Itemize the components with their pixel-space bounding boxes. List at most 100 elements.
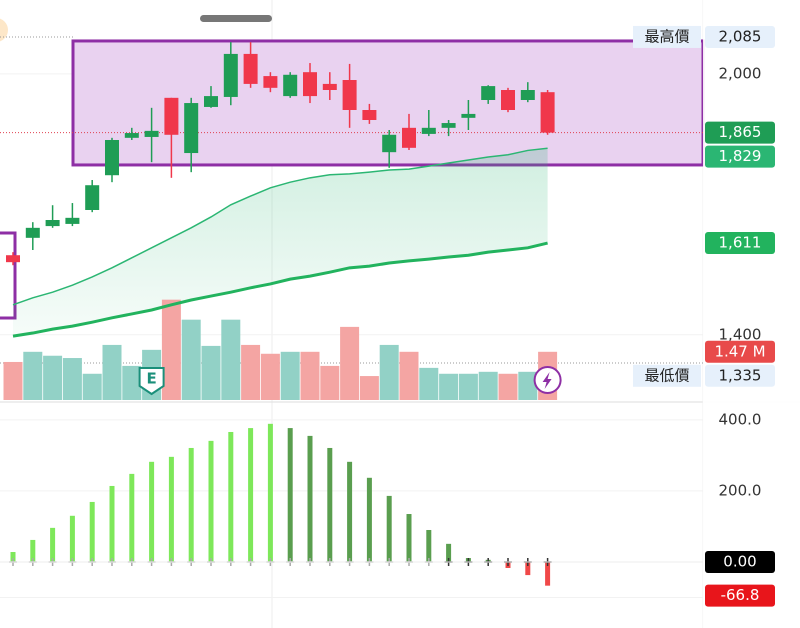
candle-body bbox=[421, 127, 436, 134]
price-label: 2,085 bbox=[719, 27, 762, 45]
axis-bg bbox=[703, 0, 800, 628]
macd-bar bbox=[287, 428, 293, 562]
candle-body bbox=[25, 227, 40, 238]
macd-bar bbox=[446, 543, 452, 562]
macd-bar bbox=[149, 461, 155, 562]
candle-body bbox=[342, 80, 357, 110]
volume-bar bbox=[43, 355, 63, 400]
volume-bar bbox=[161, 299, 181, 400]
event-badge[interactable] bbox=[533, 366, 562, 394]
price-label: -66.8 bbox=[721, 586, 760, 604]
drag-handle[interactable] bbox=[200, 15, 272, 22]
volume-bar bbox=[221, 319, 241, 400]
volume-bar bbox=[399, 351, 419, 400]
badge-text: E bbox=[146, 370, 156, 388]
volume-bar bbox=[478, 371, 498, 400]
candle-body bbox=[144, 130, 159, 137]
macd-bar bbox=[89, 501, 95, 562]
macd-bar bbox=[69, 515, 75, 562]
volume-bar bbox=[201, 345, 221, 400]
y-tick-label: 2,000 bbox=[719, 64, 762, 82]
macd-bar bbox=[248, 428, 254, 562]
volume-bar bbox=[181, 319, 201, 400]
price-label: 0.00 bbox=[723, 552, 756, 570]
macd-bar bbox=[208, 440, 214, 562]
volume-bar bbox=[62, 358, 82, 400]
macd-bar bbox=[267, 423, 273, 562]
macd-bar bbox=[168, 456, 174, 562]
price-label-box bbox=[705, 584, 775, 607]
price-label: 1,865 bbox=[719, 123, 762, 141]
candle-body bbox=[124, 133, 139, 138]
candle-body bbox=[303, 72, 317, 97]
badge-icon bbox=[542, 372, 552, 389]
price-label-box bbox=[705, 121, 775, 144]
price-tag: 最高價 bbox=[644, 27, 689, 45]
volume-bar bbox=[359, 376, 379, 400]
macd-bar bbox=[307, 435, 313, 562]
candle-body bbox=[85, 185, 100, 210]
price-label: 1,829 bbox=[719, 147, 762, 165]
macd-bar bbox=[386, 495, 392, 562]
badge-shape bbox=[138, 367, 165, 396]
price-label: 1.47 M bbox=[714, 342, 765, 360]
volume-bar bbox=[122, 365, 142, 400]
volume-bar bbox=[379, 344, 399, 400]
volume-bar bbox=[320, 365, 340, 400]
volume-bar bbox=[518, 371, 538, 400]
macd-bar bbox=[129, 473, 135, 562]
candle-body bbox=[105, 140, 119, 176]
y-tick-label: 400.0 bbox=[719, 410, 762, 428]
volume-bar bbox=[260, 353, 280, 400]
candle-body bbox=[164, 97, 179, 135]
macd-bar bbox=[366, 477, 372, 562]
corner-badge bbox=[0, 18, 8, 42]
volume-bar bbox=[458, 373, 478, 400]
macd-bar bbox=[347, 461, 353, 562]
earnings-badge[interactable]: E bbox=[138, 367, 165, 396]
volume-bar bbox=[419, 367, 439, 400]
candle-body bbox=[362, 110, 377, 120]
volume-bar bbox=[241, 344, 261, 400]
price-label-box bbox=[705, 145, 775, 168]
macd-bar bbox=[109, 485, 115, 562]
candle-body bbox=[520, 90, 535, 100]
candle-body bbox=[6, 255, 20, 263]
macd-bar bbox=[545, 561, 551, 586]
macd-bar bbox=[406, 514, 412, 562]
candle-body bbox=[283, 74, 298, 97]
ma-band bbox=[13, 148, 548, 337]
candle-body bbox=[402, 127, 416, 148]
price-label-box bbox=[705, 25, 775, 48]
price-label: 1,611 bbox=[719, 234, 762, 252]
macd-bar bbox=[426, 529, 432, 562]
candle-body bbox=[204, 96, 218, 107]
price-label-box bbox=[705, 364, 775, 387]
volume-bar bbox=[280, 351, 300, 400]
volume-bar bbox=[3, 361, 23, 400]
candle-body bbox=[441, 123, 456, 128]
price-tag-box bbox=[633, 25, 701, 48]
volume-bar bbox=[82, 373, 102, 400]
macd-bar bbox=[327, 447, 333, 562]
candle-body bbox=[501, 90, 515, 110]
macd-bar bbox=[525, 561, 531, 576]
candle-body bbox=[243, 53, 258, 84]
candle-body bbox=[461, 113, 476, 118]
candle-body bbox=[184, 103, 199, 154]
moving-average bbox=[12, 147, 548, 306]
volume-bar bbox=[300, 351, 320, 400]
y-tick-label: 1,400 bbox=[719, 325, 762, 343]
volume-bar bbox=[102, 344, 122, 400]
price-tag: 最低價 bbox=[644, 366, 689, 384]
candle-body bbox=[223, 53, 238, 97]
candle-body bbox=[322, 83, 337, 90]
volume-bar bbox=[439, 373, 459, 400]
macd-bar bbox=[50, 527, 56, 562]
macd-bar bbox=[188, 447, 194, 562]
volume-bar bbox=[498, 373, 518, 400]
candle-body bbox=[382, 134, 397, 153]
candle-body bbox=[540, 92, 555, 133]
macd-bar bbox=[228, 431, 234, 562]
